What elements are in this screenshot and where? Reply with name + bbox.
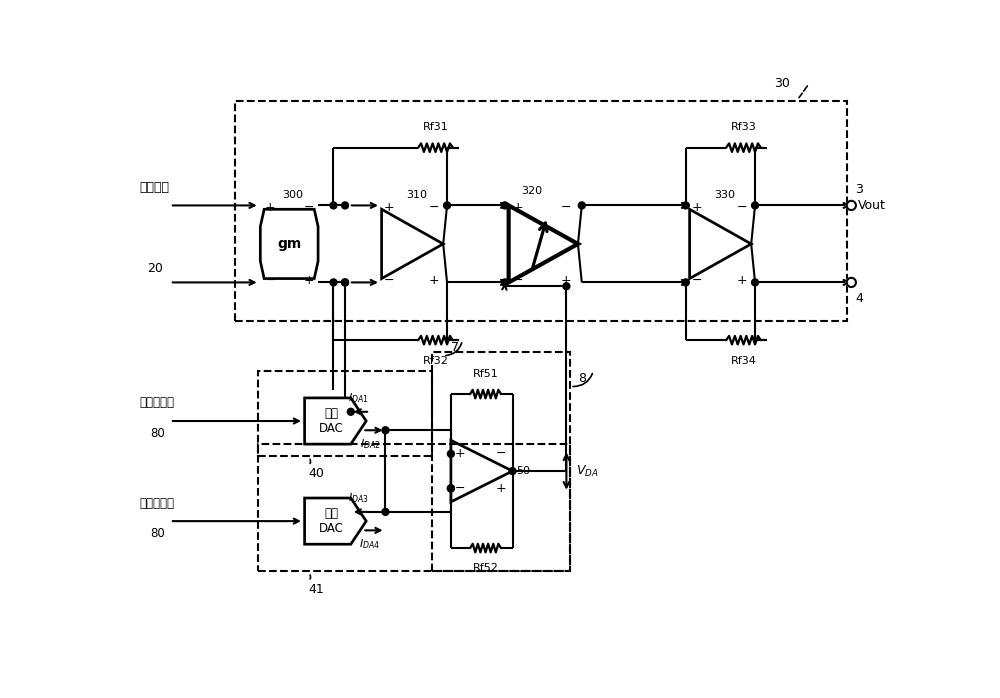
Text: 从控制电路: 从控制电路: [139, 396, 174, 410]
Circle shape: [563, 283, 570, 290]
Text: 80: 80: [151, 427, 165, 440]
Circle shape: [752, 202, 759, 209]
Text: −: −: [692, 274, 703, 287]
Text: Rf32: Rf32: [423, 355, 448, 366]
Polygon shape: [260, 209, 318, 279]
Text: 50: 50: [516, 466, 530, 476]
Circle shape: [330, 202, 337, 209]
Text: DAC: DAC: [319, 522, 344, 535]
Text: 7: 7: [451, 341, 459, 355]
Text: Rf51: Rf51: [473, 369, 498, 379]
Text: +: +: [455, 447, 465, 460]
Circle shape: [342, 279, 348, 286]
Text: Vout: Vout: [857, 199, 885, 212]
Circle shape: [347, 408, 354, 415]
Circle shape: [509, 468, 516, 475]
Circle shape: [342, 202, 348, 209]
Text: Rf31: Rf31: [423, 122, 448, 132]
Circle shape: [382, 508, 389, 515]
Text: −: −: [737, 201, 747, 214]
Polygon shape: [509, 205, 578, 283]
Text: +: +: [429, 274, 439, 287]
Polygon shape: [305, 498, 366, 544]
Text: +: +: [561, 274, 572, 287]
Text: −: −: [429, 201, 439, 214]
Text: 41: 41: [308, 583, 324, 595]
Circle shape: [501, 279, 508, 286]
Text: Rf33: Rf33: [731, 122, 756, 132]
Text: $I_{DA2}$: $I_{DA2}$: [360, 437, 380, 451]
Text: 310: 310: [406, 190, 427, 200]
Circle shape: [578, 202, 585, 209]
Text: −: −: [513, 274, 523, 287]
Text: −: −: [264, 274, 275, 287]
Text: 300: 300: [283, 190, 304, 200]
Text: −: −: [561, 201, 572, 214]
Text: +: +: [496, 482, 506, 495]
Text: 3: 3: [855, 183, 863, 196]
Text: $I_{DA1}$: $I_{DA1}$: [348, 391, 369, 405]
Text: +: +: [513, 201, 523, 214]
Text: $I_{DA3}$: $I_{DA3}$: [348, 491, 369, 505]
Circle shape: [342, 279, 348, 286]
Text: 从控制电路: 从控制电路: [139, 496, 174, 510]
Text: +: +: [264, 201, 275, 214]
Text: 330: 330: [714, 190, 735, 200]
Circle shape: [682, 279, 689, 286]
Circle shape: [447, 450, 454, 457]
Text: 30: 30: [774, 77, 790, 90]
Text: +: +: [304, 274, 314, 287]
Circle shape: [382, 426, 389, 433]
Circle shape: [501, 202, 508, 209]
Text: −: −: [304, 201, 314, 214]
Text: gm: gm: [277, 237, 301, 251]
Text: −: −: [455, 482, 465, 495]
Text: 320: 320: [521, 186, 542, 196]
Text: $I_{DA4}$: $I_{DA4}$: [359, 537, 381, 551]
Text: 电流: 电流: [325, 507, 339, 520]
Circle shape: [847, 201, 856, 210]
Text: 电流: 电流: [325, 407, 339, 419]
Text: −: −: [384, 274, 395, 287]
Circle shape: [444, 202, 451, 209]
Text: DAC: DAC: [319, 422, 344, 436]
Circle shape: [447, 485, 454, 492]
Text: +: +: [692, 201, 703, 214]
Text: Rf34: Rf34: [731, 355, 756, 366]
Text: 4: 4: [855, 292, 863, 304]
Text: 从隔离器: 从隔离器: [139, 181, 169, 194]
Text: +: +: [384, 201, 395, 214]
Circle shape: [752, 279, 759, 286]
Circle shape: [847, 278, 856, 287]
Text: 8: 8: [578, 372, 586, 385]
Text: 20: 20: [147, 262, 163, 275]
Text: +: +: [737, 274, 747, 287]
Circle shape: [447, 485, 454, 492]
Polygon shape: [305, 398, 366, 444]
Text: −: −: [496, 447, 506, 460]
Circle shape: [682, 202, 689, 209]
Text: 40: 40: [308, 467, 324, 480]
Text: 80: 80: [151, 527, 165, 540]
Text: Rf52: Rf52: [473, 563, 498, 574]
Text: $V_{DA}$: $V_{DA}$: [576, 463, 598, 479]
Circle shape: [330, 279, 337, 286]
